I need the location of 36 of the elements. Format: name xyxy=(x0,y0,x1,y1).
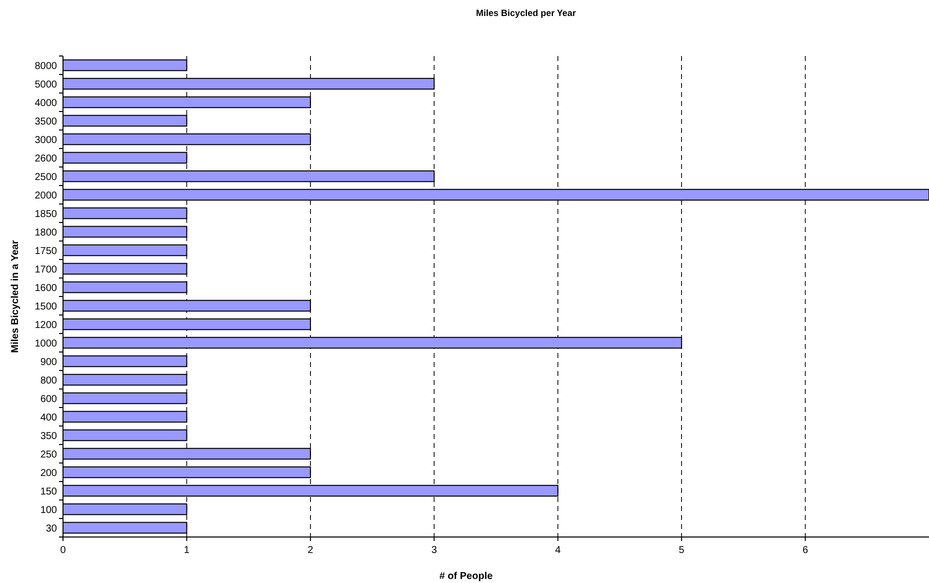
chart-title: Miles Bicycled per Year xyxy=(476,8,576,18)
y-tick-label: 150 xyxy=(40,486,58,498)
y-tick-label: 30 xyxy=(46,523,58,534)
y-tick-label: 1500 xyxy=(34,301,58,312)
y-tick-label: 5000 xyxy=(34,79,58,90)
y-tick-label: 200 xyxy=(40,468,58,479)
y-tick-label: 350 xyxy=(40,430,58,442)
y-tick-label: 600 xyxy=(40,394,58,405)
y-tick-label: 3000 xyxy=(34,134,58,146)
y-tick-label: 1000 xyxy=(34,338,58,350)
y-tick-label: 1750 xyxy=(34,246,58,257)
y-tick-label: 800 xyxy=(40,375,58,386)
y-tick-label: 1700 xyxy=(34,264,58,276)
y-tick-label: 900 xyxy=(40,356,58,368)
x-tick-label: 6 xyxy=(802,545,809,556)
y-tick-label: 4000 xyxy=(34,98,58,109)
y-tick-label: 1850 xyxy=(34,208,58,220)
y-tick-label: 8000 xyxy=(34,60,58,72)
x-tick-label: 4 xyxy=(555,545,562,556)
y-tick-label: 2500 xyxy=(34,172,58,183)
y-tick-label: 100 xyxy=(40,504,58,516)
x-tick-label: 5 xyxy=(678,545,685,556)
x-tick-label: 1 xyxy=(184,545,190,556)
y-tick-label: 400 xyxy=(40,412,58,424)
y-tick-label: 1800 xyxy=(34,227,58,238)
y-tick-label: 1600 xyxy=(34,282,58,294)
x-tick-label: 2 xyxy=(308,545,314,556)
y-axis-title: Miles Bicycled in a Year xyxy=(10,240,21,353)
y-tick-label: 3500 xyxy=(34,116,58,128)
y-tick-label: 2000 xyxy=(34,190,58,202)
x-axis-title: # of People xyxy=(439,571,494,582)
x-tick-label: 0 xyxy=(60,545,66,556)
x-tick-label: 3 xyxy=(431,545,438,556)
y-tick-label: 1200 xyxy=(34,320,58,331)
y-tick-label: 2600 xyxy=(34,153,58,164)
y-tick-label: 250 xyxy=(40,449,58,460)
